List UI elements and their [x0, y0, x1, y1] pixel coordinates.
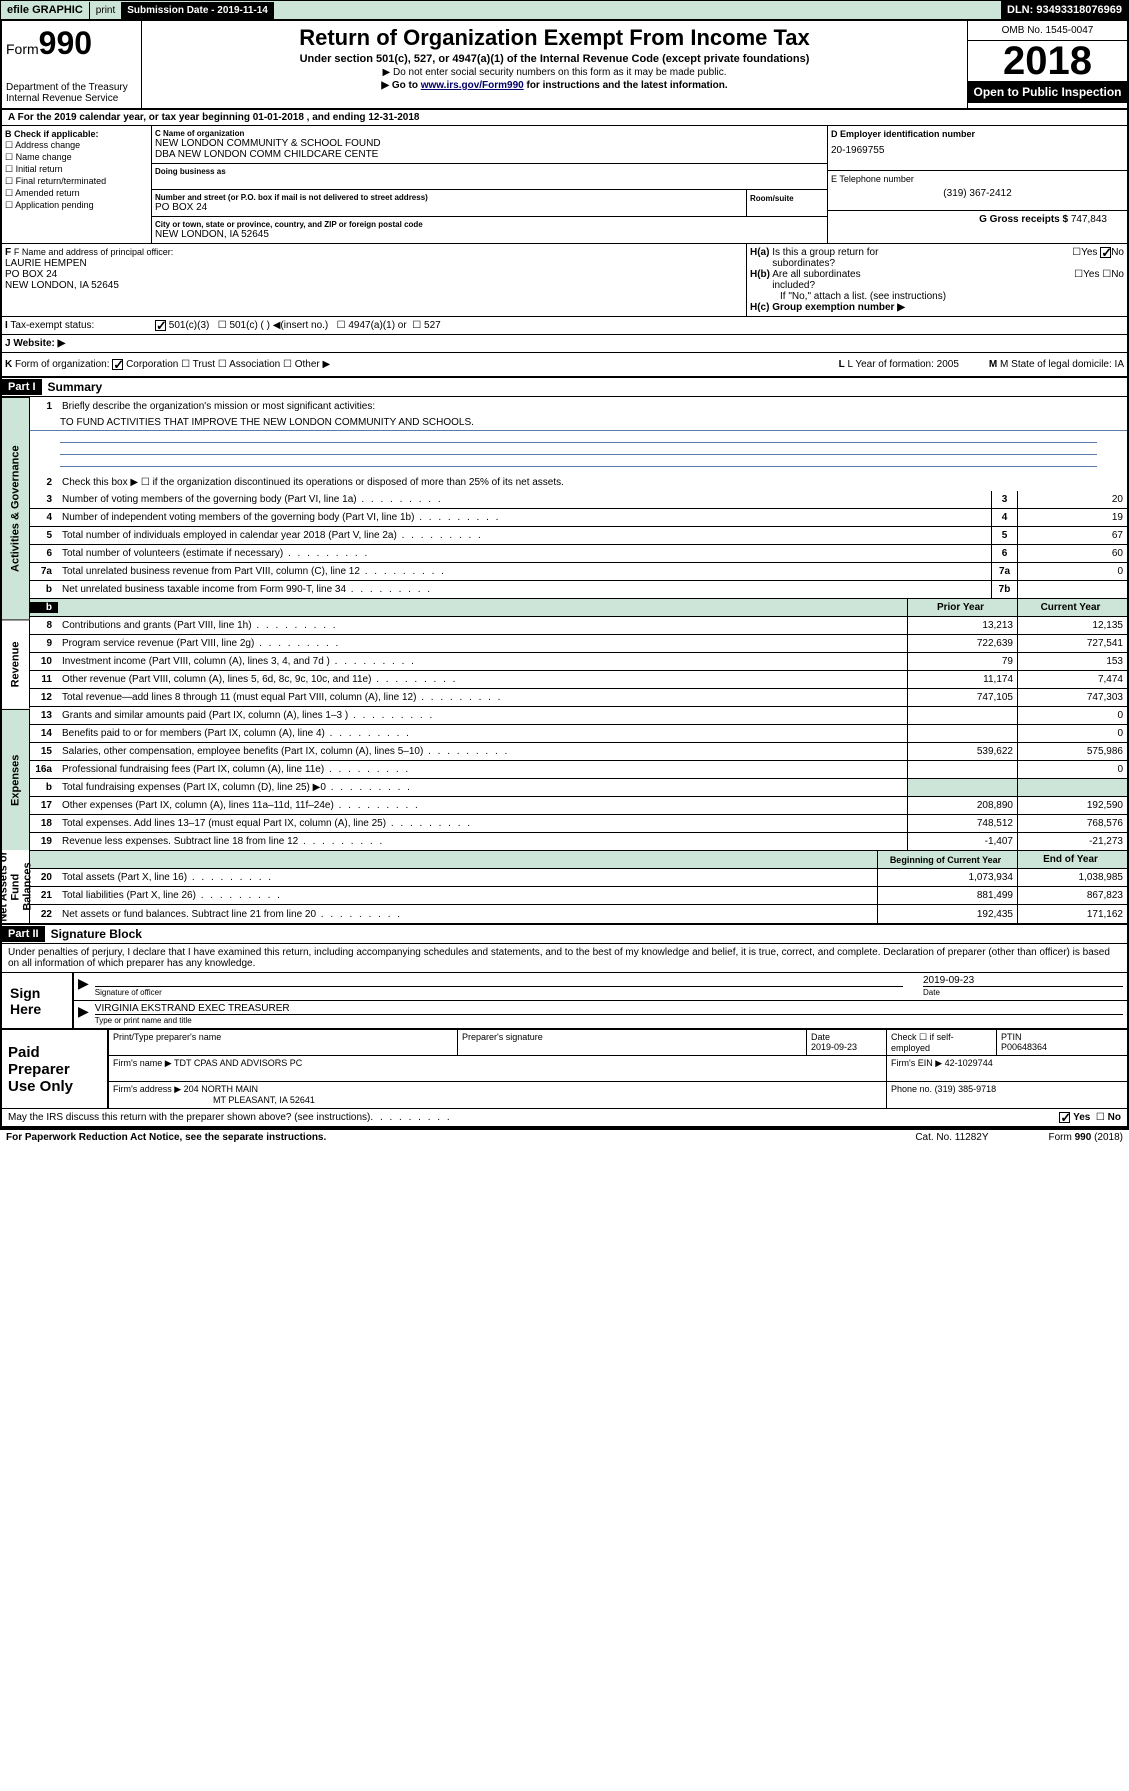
officer-name: LAURIE HEMPEN: [5, 258, 743, 269]
summary-line: bNet unrelated business taxable income f…: [30, 581, 1127, 599]
firm-phone: (319) 385-9718: [935, 1084, 997, 1094]
print-button[interactable]: print: [89, 2, 121, 19]
dln-label: DLN: 93493318076969: [1001, 1, 1128, 19]
col-b-checkboxes: B Check if applicable: ☐ Address change …: [2, 126, 152, 243]
efile-label: efile GRAPHIC: [1, 1, 89, 19]
revenue-line: 8Contributions and grants (Part VIII, li…: [30, 617, 1127, 635]
revenue-line: 12Total revenue—add lines 8 through 11 (…: [30, 689, 1127, 707]
cat-no: Cat. No. 11282Y: [915, 1132, 988, 1143]
irs-label: Internal Revenue Service: [6, 93, 137, 104]
firm-ein: 42-1029744: [945, 1058, 993, 1068]
side-governance: Activities & Governance: [2, 397, 30, 619]
discuss-row: May the IRS discuss this return with the…: [2, 1108, 1127, 1126]
firm-address: 204 NORTH MAIN: [184, 1084, 258, 1094]
row-a-tax-year: A For the 2019 calendar year, or tax yea…: [0, 110, 1129, 126]
row-i: I Tax-exempt status: 501(c)(3) ☐ 501(c) …: [0, 317, 1129, 335]
perjury-text: Under penalties of perjury, I declare th…: [2, 944, 1127, 972]
dept-treasury: Department of the Treasury: [6, 82, 137, 93]
open-public: Open to Public Inspection: [968, 81, 1127, 103]
col-d-e-g: D Employer identification number 20-1969…: [827, 126, 1127, 243]
org-dba: DBA NEW LONDON COMM CHILDCARE CENTE: [155, 149, 824, 160]
gross-receipts: 747,843: [1071, 214, 1107, 225]
signature-section: Under penalties of perjury, I declare th…: [0, 944, 1129, 1128]
subtitle-2: ▶ Do not enter social security numbers o…: [150, 67, 959, 78]
chk-ha-no[interactable]: [1100, 247, 1111, 258]
tax-year: 2018: [968, 41, 1127, 81]
form-header: Form990 Department of the Treasury Inter…: [0, 20, 1129, 110]
summary-line: 7aTotal unrelated business revenue from …: [30, 563, 1127, 581]
subtitle-3: ▶ Go to www.irs.gov/Form990 for instruct…: [150, 80, 959, 91]
expense-line: 17Other expenses (Part IX, column (A), l…: [30, 797, 1127, 815]
chk-app-pending[interactable]: ☐ Application pending: [5, 200, 148, 211]
sign-here-label: Sign Here: [2, 973, 72, 1028]
side-expenses: Expenses: [2, 709, 30, 850]
revenue-line: 10Investment income (Part VIII, column (…: [30, 653, 1127, 671]
year-formation: L L Year of formation: 2005: [839, 359, 959, 370]
org-name: NEW LONDON COMMUNITY & SCHOOL FOUND: [155, 138, 824, 149]
firm-name: TDT CPAS AND ADVISORS PC: [174, 1058, 302, 1068]
section-f-h: F F Name and address of principal office…: [0, 244, 1129, 317]
officer-signature-name: VIRGINIA EKSTRAND EXEC TREASURER: [95, 1003, 1123, 1015]
revenue-line: 9Program service revenue (Part VIII, lin…: [30, 635, 1127, 653]
expense-line: 19Revenue less expenses. Subtract line 1…: [30, 833, 1127, 851]
expense-line: 14Benefits paid to or for members (Part …: [30, 725, 1127, 743]
expense-line: 13Grants and similar amounts paid (Part …: [30, 707, 1127, 725]
chk-501c3[interactable]: [155, 320, 166, 331]
part-1-header: Part I Summary: [0, 378, 1129, 397]
subtitle-1: Under section 501(c), 527, or 4947(a)(1)…: [150, 53, 959, 65]
mission-text: TO FUND ACTIVITIES THAT IMPROVE THE NEW …: [30, 415, 1127, 431]
summary-line: 3Number of voting members of the governi…: [30, 491, 1127, 509]
ptin: P00648364: [1001, 1042, 1047, 1052]
page-footer: For Paperwork Reduction Act Notice, see …: [0, 1128, 1129, 1145]
org-address: PO BOX 24: [155, 202, 743, 213]
chk-corp[interactable]: [112, 359, 123, 370]
chk-initial-return[interactable]: ☐ Initial return: [5, 164, 148, 175]
summary-line: 6Total number of volunteers (estimate if…: [30, 545, 1127, 563]
irs-link[interactable]: www.irs.gov/Form990: [421, 80, 524, 91]
chk-final-return[interactable]: ☐ Final return/terminated: [5, 176, 148, 187]
org-city: NEW LONDON, IA 52645: [155, 229, 824, 240]
net-assets-line: 22Net assets or fund balances. Subtract …: [30, 905, 1127, 923]
part-2-header: Part II Signature Block: [0, 925, 1129, 944]
submission-date-label: Submission Date - 2019-11-14: [121, 2, 274, 19]
omb-number: OMB No. 1545-0047: [968, 21, 1127, 41]
summary-line: 4Number of independent voting members of…: [30, 509, 1127, 527]
chk-address-change[interactable]: ☐ Address change: [5, 140, 148, 151]
sign-date: 2019-09-23: [923, 975, 1123, 987]
paid-preparer-label: Paid Preparer Use Only: [2, 1030, 107, 1108]
preparer-date: 2019-09-23: [811, 1042, 857, 1052]
form-number: Form990: [6, 25, 137, 62]
side-net-assets: Net Assets or Fund Balances: [2, 850, 30, 924]
form-title: Return of Organization Exempt From Incom…: [150, 25, 959, 51]
chk-discuss-yes[interactable]: [1059, 1112, 1070, 1123]
section-b-c-d: B Check if applicable: ☐ Address change …: [0, 126, 1129, 244]
expense-line: 18Total expenses. Add lines 13–17 (must …: [30, 815, 1127, 833]
net-assets-line: 20Total assets (Part X, line 16)1,073,93…: [30, 869, 1127, 887]
row-k: K Form of organization: Corporation ☐ Tr…: [0, 353, 1129, 378]
side-revenue: Revenue: [2, 619, 30, 708]
col-c-org-info: C Name of organization NEW LONDON COMMUN…: [152, 126, 827, 243]
summary-table: Activities & Governance Revenue Expenses…: [0, 397, 1129, 925]
expense-line: 15Salaries, other compensation, employee…: [30, 743, 1127, 761]
revenue-line: 11Other revenue (Part VIII, column (A), …: [30, 671, 1127, 689]
expense-line: 16aProfessional fundraising fees (Part I…: [30, 761, 1127, 779]
chk-amended[interactable]: ☐ Amended return: [5, 188, 148, 199]
telephone: (319) 367-2412: [831, 188, 1124, 199]
state-domicile: M M State of legal domicile: IA: [989, 359, 1124, 370]
summary-line: 5Total number of individuals employed in…: [30, 527, 1127, 545]
row-j: J Website: ▶: [0, 335, 1129, 353]
expense-line: bTotal fundraising expenses (Part IX, co…: [30, 779, 1127, 797]
chk-name-change[interactable]: ☐ Name change: [5, 152, 148, 163]
top-bar: efile GRAPHIC print Submission Date - 20…: [0, 0, 1129, 20]
ein-value: 20-1969755: [831, 145, 1124, 156]
net-assets-line: 21Total liabilities (Part X, line 26)881…: [30, 887, 1127, 905]
